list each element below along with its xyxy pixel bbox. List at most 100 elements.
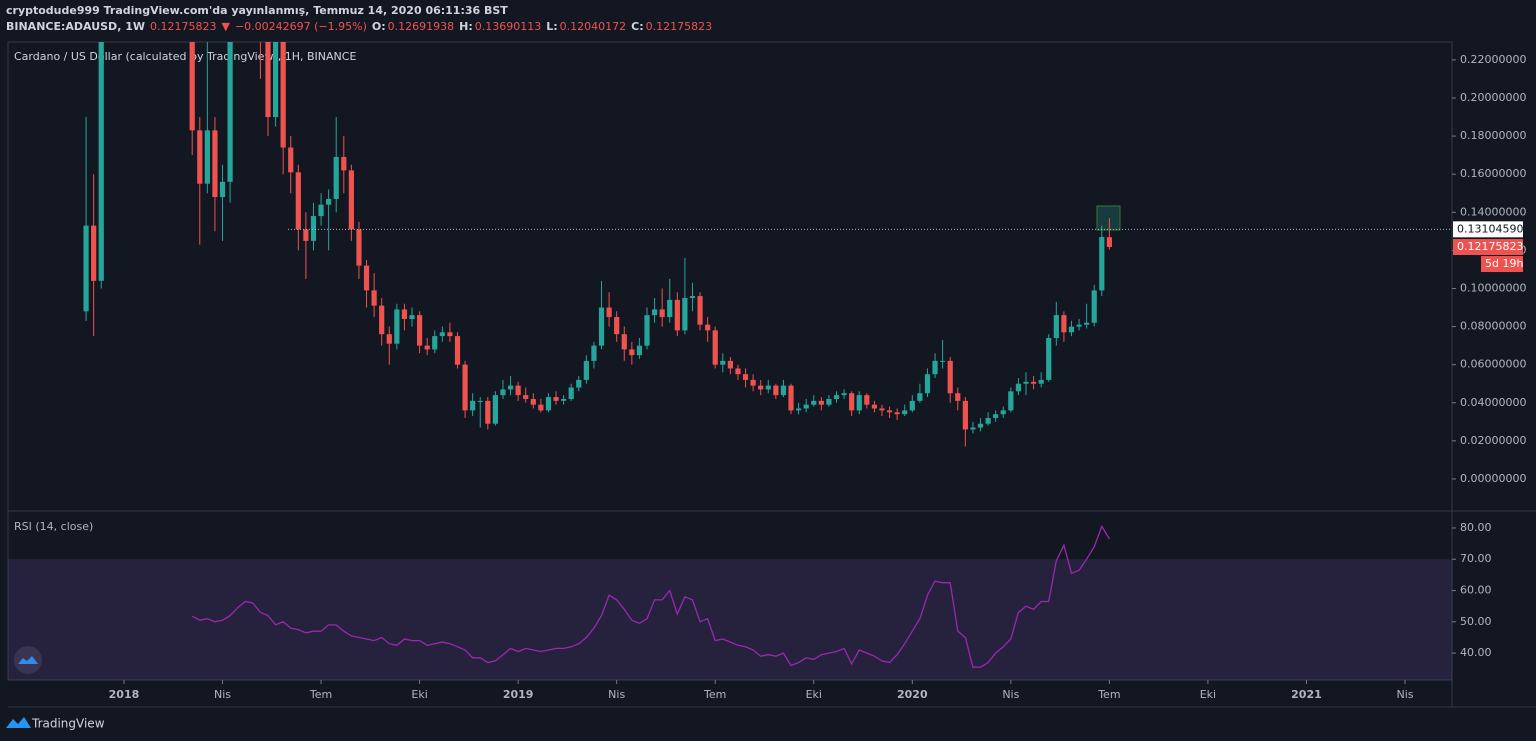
candle-body: [818, 400, 824, 405]
candle-body: [667, 299, 673, 318]
candle-body: [356, 229, 362, 266]
candle-body: [424, 345, 430, 350]
candle-body: [310, 216, 317, 241]
candle-body: [227, 42, 233, 182]
candle-body: [379, 305, 385, 335]
candle-body: [614, 317, 620, 335]
candle-body: [940, 360, 946, 362]
footer-brand: TradingView: [31, 717, 105, 731]
x-tick-label: Tem: [309, 688, 332, 701]
candle-body: [773, 385, 779, 396]
legend-text: 0.12040172: [560, 20, 626, 33]
candle-body: [917, 393, 923, 401]
candle-body: [1008, 391, 1014, 411]
x-tick-label: Tem: [1097, 688, 1120, 701]
candle-body: [219, 181, 226, 198]
legend-text: L:: [546, 20, 557, 33]
candle-body: [727, 360, 733, 369]
candle-body: [371, 290, 377, 306]
candle-body: [598, 307, 605, 346]
candle-body: [341, 157, 347, 171]
candle-body: [674, 299, 680, 331]
candle-body: [272, 42, 279, 118]
candle-body: [363, 265, 370, 291]
candle-body: [538, 404, 544, 411]
candle-body: [1038, 379, 1044, 384]
candle-body: [212, 130, 218, 198]
candle-body: [849, 393, 855, 411]
candle-body: [629, 349, 635, 356]
price-line-label: 0.13104590: [1457, 222, 1523, 235]
rsi-tick-label: 50.00: [1460, 615, 1492, 628]
x-tick-label: Eki: [1200, 688, 1216, 701]
candle-body: [204, 130, 210, 184]
candle-body: [765, 385, 771, 390]
y-tick-label: 0.02000000: [1460, 434, 1526, 447]
candle-body: [492, 395, 498, 424]
legend-text: H:: [459, 20, 473, 33]
candle-body: [977, 423, 984, 428]
candle-body: [1023, 381, 1029, 384]
candle-body: [606, 307, 612, 318]
candle-body: [197, 130, 203, 184]
candle-body: [894, 412, 900, 415]
x-tick-label: 2019: [503, 688, 534, 701]
candle-body: [932, 360, 938, 375]
candle-body: [795, 408, 802, 411]
candle-body: [83, 225, 89, 312]
candle-body: [515, 385, 521, 396]
candle-body: [561, 398, 567, 401]
candle-body: [591, 345, 597, 361]
candle-body: [303, 229, 309, 241]
candle-body: [523, 395, 529, 399]
candle-body: [742, 374, 749, 380]
candle-body: [318, 204, 324, 217]
candle-body: [348, 170, 354, 230]
candle-body: [758, 385, 764, 390]
candle-body: [462, 364, 468, 411]
candle-body: [454, 336, 461, 365]
x-tick-label: Nis: [608, 688, 625, 701]
candle-body: [993, 414, 999, 418]
candle-body: [265, 42, 271, 118]
candle-body: [644, 315, 650, 346]
candle-body: [841, 393, 847, 396]
x-tick-label: Nis: [1002, 688, 1019, 701]
x-tick-label: Eki: [411, 688, 427, 701]
candle-body: [811, 400, 817, 405]
rsi-tick-label: 60.00: [1460, 584, 1492, 597]
candle-body: [735, 368, 741, 375]
candle-body: [636, 345, 643, 356]
candle-body: [712, 330, 718, 365]
legend-text: BINANCE:ADAUSD, 1W: [6, 20, 145, 33]
legend-text: 0.13690113: [475, 20, 541, 33]
candle-body: [91, 225, 97, 281]
candle-body: [409, 315, 415, 319]
candle-body: [833, 395, 840, 399]
candle-body: [1106, 237, 1112, 248]
candle-body: [386, 334, 392, 344]
y-tick-label: 0.10000000: [1460, 281, 1526, 294]
x-tick-label: Nis: [1396, 688, 1413, 701]
candle-body: [659, 309, 665, 318]
candle-body: [924, 374, 931, 394]
y-tick-label: 0.14000000: [1460, 205, 1526, 218]
candle-body: [651, 309, 658, 316]
candle-body: [530, 398, 536, 405]
publisher: cryptodude999 TradingView.com'da yayınla…: [6, 4, 508, 17]
candle-body: [985, 418, 991, 424]
y-tick-label: 0.18000000: [1460, 129, 1526, 142]
y-tick-label: 0.16000000: [1460, 167, 1526, 180]
candle-body: [1053, 315, 1059, 338]
candle-body: [1015, 383, 1022, 392]
rsi-tick-label: 40.00: [1460, 646, 1492, 659]
candle-body: [333, 157, 339, 199]
y-tick-label: 0.20000000: [1460, 91, 1526, 104]
legend-text: 0.12175823: [646, 20, 712, 33]
candle-body: [1076, 324, 1082, 327]
legend-text: O:: [372, 20, 386, 33]
candle-body: [470, 400, 476, 411]
last-price-box: [1453, 239, 1523, 256]
candle-body: [962, 400, 968, 430]
x-tick-label: Tem: [703, 688, 726, 701]
